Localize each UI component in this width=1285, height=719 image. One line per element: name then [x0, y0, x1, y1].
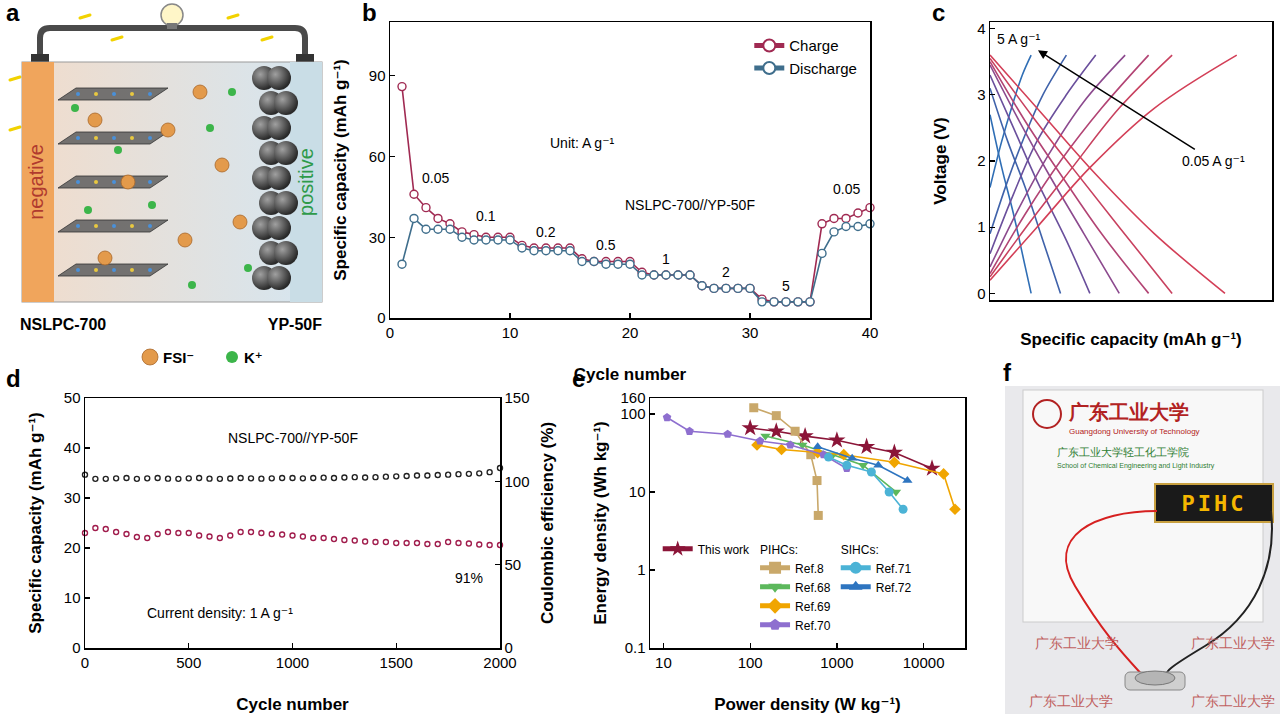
- svg-text:2: 2: [977, 152, 985, 169]
- svg-text:Ref.69: Ref.69: [795, 600, 831, 614]
- svg-text:FSI⁻: FSI⁻: [163, 349, 194, 366]
- svg-text:0.2: 0.2: [536, 224, 556, 240]
- svg-text:Ref.70: Ref.70: [795, 619, 831, 633]
- svg-text:0: 0: [377, 309, 385, 326]
- svg-text:Charge: Charge: [789, 37, 838, 54]
- svg-text:0: 0: [72, 639, 80, 656]
- svg-text:40: 40: [862, 324, 879, 341]
- svg-text:Ref.71: Ref.71: [876, 562, 912, 576]
- svg-text:Specific capacity (mAh g⁻¹): Specific capacity (mAh g⁻¹): [26, 412, 45, 634]
- svg-text:Unit: A g⁻¹: Unit: A g⁻¹: [550, 135, 615, 151]
- svg-text:5 A g⁻¹: 5 A g⁻¹: [997, 31, 1041, 47]
- svg-text:2: 2: [722, 264, 730, 280]
- svg-text:SIHCs:: SIHCs:: [841, 543, 879, 557]
- svg-text:10000: 10000: [903, 654, 945, 671]
- svg-text:negative: negative: [25, 144, 47, 220]
- svg-text:5: 5: [782, 278, 790, 294]
- svg-text:School of Chemical Engineering: School of Chemical Engineering and Light…: [1057, 462, 1215, 470]
- svg-text:50: 50: [505, 556, 522, 573]
- svg-text:20: 20: [64, 539, 81, 556]
- svg-text:0.5: 0.5: [596, 237, 616, 253]
- svg-text:3: 3: [977, 86, 985, 103]
- svg-text:Specific capacity (mAh g⁻¹): Specific capacity (mAh g⁻¹): [1020, 330, 1242, 349]
- svg-text:Ref.72: Ref.72: [876, 581, 912, 595]
- svg-text:0.1: 0.1: [476, 208, 496, 224]
- svg-text:91%: 91%: [455, 570, 483, 586]
- svg-text:Ref.68: Ref.68: [795, 581, 831, 595]
- svg-text:Current density: 1 A g⁻¹: Current density: 1 A g⁻¹: [147, 605, 293, 621]
- svg-text:0.05: 0.05: [833, 181, 860, 197]
- svg-text:0.05 A g⁻¹: 0.05 A g⁻¹: [1182, 153, 1245, 169]
- svg-text:10: 10: [655, 654, 672, 671]
- html-text:f: f: [1003, 359, 1011, 386]
- svg-text:30: 30: [64, 489, 81, 506]
- svg-text:Power density (W kg⁻¹): Power density (W kg⁻¹): [714, 695, 901, 714]
- svg-text:广东工业大学轻工化工学院: 广东工业大学轻工化工学院: [1057, 446, 1189, 458]
- svg-text:500: 500: [176, 654, 201, 671]
- svg-text:Discharge: Discharge: [789, 60, 857, 77]
- svg-text:1500: 1500: [380, 654, 413, 671]
- svg-text:PIHC: PIHC: [1182, 491, 1247, 516]
- svg-text:K⁺: K⁺: [244, 349, 263, 366]
- svg-text:Voltage (V): Voltage (V): [931, 117, 950, 205]
- svg-text:10: 10: [502, 324, 519, 341]
- svg-text:10: 10: [64, 589, 81, 606]
- svg-text:50: 50: [64, 389, 81, 406]
- svg-text:Ref.8: Ref.8: [795, 562, 824, 576]
- svg-text:90: 90: [369, 67, 386, 84]
- svg-text:positive: positive: [295, 148, 317, 216]
- svg-text:30: 30: [742, 324, 759, 341]
- svg-text:30: 30: [369, 229, 386, 246]
- svg-text:NSLPC-700//YP-50F: NSLPC-700//YP-50F: [228, 430, 358, 446]
- svg-text:10: 10: [629, 483, 646, 500]
- svg-text:广东工业大学: 广东工业大学: [1029, 693, 1113, 709]
- svg-text:NSLPC-700: NSLPC-700: [20, 316, 106, 333]
- svg-text:广东工业大学: 广东工业大学: [1035, 635, 1119, 651]
- svg-text:YP-50F: YP-50F: [268, 316, 322, 333]
- svg-text:广东工业大学: 广东工业大学: [1068, 400, 1189, 424]
- svg-text:1: 1: [662, 251, 670, 267]
- html-text:a: a: [6, 0, 20, 26]
- svg-text:0: 0: [386, 324, 394, 341]
- svg-text:0: 0: [81, 654, 89, 671]
- svg-text:Guangdong University of Techno: Guangdong University of Technology: [1069, 427, 1200, 436]
- svg-text:广东工业大学: 广东工业大学: [1191, 635, 1275, 651]
- html-text:c: c: [932, 0, 946, 26]
- svg-text:1: 1: [637, 561, 645, 578]
- svg-text:60: 60: [369, 148, 386, 165]
- svg-text:Cycle number: Cycle number: [236, 695, 349, 714]
- svg-text:0.05: 0.05: [422, 170, 449, 186]
- svg-text:100: 100: [505, 473, 530, 490]
- svg-text:This work: This work: [698, 543, 750, 557]
- svg-text:2000: 2000: [483, 654, 516, 671]
- svg-text:40: 40: [64, 439, 81, 456]
- html-text:b: b: [362, 0, 377, 26]
- svg-text:Coulombic efficiency (%): Coulombic efficiency (%): [538, 422, 557, 624]
- svg-text:160: 160: [620, 389, 645, 406]
- svg-text:150: 150: [505, 389, 530, 406]
- svg-text:100: 100: [620, 405, 645, 422]
- svg-text:0.1: 0.1: [625, 639, 646, 656]
- svg-text:PIHCs:: PIHCs:: [760, 543, 798, 557]
- svg-text:NSLPC-700//YP-50F: NSLPC-700//YP-50F: [625, 197, 755, 213]
- svg-text:Specific capacity (mAh g⁻¹): Specific capacity (mAh g⁻¹): [331, 59, 350, 281]
- svg-text:1: 1: [977, 218, 985, 235]
- svg-text:0: 0: [505, 639, 513, 656]
- svg-text:Energy density (Wh kg⁻¹): Energy density (Wh kg⁻¹): [591, 421, 610, 625]
- svg-text:1000: 1000: [820, 654, 853, 671]
- svg-text:1000: 1000: [276, 654, 309, 671]
- svg-text:20: 20: [622, 324, 639, 341]
- svg-text:0: 0: [977, 285, 985, 302]
- svg-text:100: 100: [738, 654, 763, 671]
- svg-text:广东工业大学: 广东工业大学: [1191, 693, 1275, 709]
- html-text:d: d: [6, 365, 21, 392]
- svg-text:4: 4: [977, 20, 985, 37]
- svg-text:Cycle number: Cycle number: [574, 365, 687, 384]
